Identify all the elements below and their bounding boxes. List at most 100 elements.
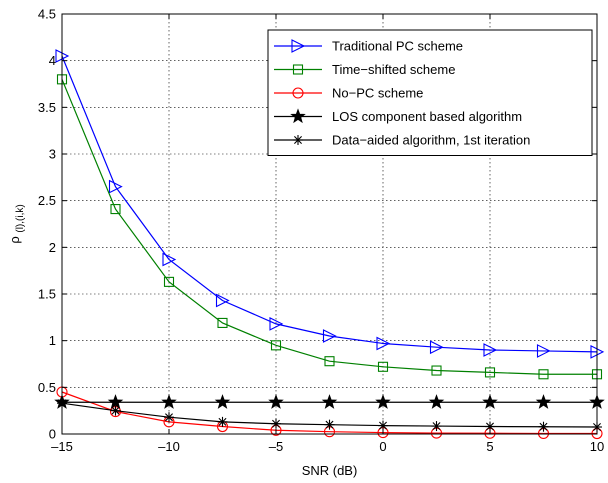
legend-label: No−PC scheme bbox=[332, 86, 423, 101]
y-tick-labels: 0 0.5 1 1.5 2 2.5 3 3.5 4 4.5 bbox=[38, 7, 56, 442]
data-point bbox=[164, 412, 174, 423]
x-tick-labels: –15 –10 –5 0 5 10 bbox=[51, 439, 604, 454]
data-point bbox=[536, 344, 551, 358]
legend-entry: LOS component based algorithm bbox=[274, 108, 522, 124]
data-point bbox=[538, 421, 549, 432]
data-point bbox=[484, 367, 496, 378]
y-tick-label: 2 bbox=[49, 240, 56, 255]
square-marker bbox=[292, 64, 304, 75]
data-point bbox=[271, 418, 281, 429]
y-tick-label: 0.5 bbox=[38, 380, 56, 395]
data-point bbox=[538, 369, 549, 380]
data-point bbox=[270, 340, 282, 351]
legend-entry: Traditional PC scheme bbox=[274, 39, 463, 54]
data-point bbox=[161, 394, 177, 409]
data-point bbox=[290, 108, 306, 124]
y-axis-label-main: ρ bbox=[7, 236, 22, 243]
asterisk-stroke bbox=[218, 417, 227, 426]
data-point bbox=[292, 87, 304, 99]
series-4 bbox=[54, 394, 605, 409]
star-marker bbox=[161, 394, 177, 409]
series-layer bbox=[54, 49, 605, 440]
data-point bbox=[217, 416, 228, 427]
star-marker bbox=[375, 394, 391, 409]
data-point bbox=[110, 405, 121, 416]
asterisk-stroke bbox=[165, 413, 173, 422]
data-point bbox=[293, 135, 303, 145]
asterisk-stroke bbox=[294, 136, 302, 144]
y-tick-label: 2.5 bbox=[38, 193, 56, 208]
data-point bbox=[428, 394, 445, 409]
legend-label: Traditional PC scheme bbox=[332, 39, 463, 54]
data-point bbox=[269, 316, 284, 331]
data-point bbox=[324, 419, 335, 430]
square-marker bbox=[110, 204, 121, 215]
data-point bbox=[483, 343, 498, 357]
star-marker bbox=[535, 394, 552, 409]
star-marker bbox=[268, 394, 284, 409]
asterisk-stroke bbox=[379, 421, 387, 430]
asterisk-stroke bbox=[539, 422, 548, 431]
star-marker bbox=[482, 394, 498, 409]
square-marker bbox=[270, 340, 282, 351]
y-axis-label-subscript: (l),(i,k) bbox=[15, 204, 26, 232]
series-line bbox=[61, 55, 598, 353]
data-point bbox=[215, 293, 230, 308]
triangle-marker bbox=[483, 343, 498, 357]
asterisk-stroke bbox=[111, 406, 120, 415]
data-point bbox=[162, 252, 177, 267]
square-marker bbox=[431, 365, 442, 376]
x-tick-label: –15 bbox=[51, 439, 73, 454]
y-tick-label: 1.5 bbox=[38, 287, 56, 302]
square-marker bbox=[377, 361, 389, 372]
legend-entry: No−PC scheme bbox=[274, 86, 423, 101]
data-point bbox=[321, 394, 338, 409]
legend-entry: Time−shifted scheme bbox=[274, 62, 455, 77]
square-marker bbox=[324, 356, 335, 367]
square-marker bbox=[163, 276, 175, 287]
triangle-marker bbox=[215, 293, 230, 308]
y-tick-label: 1 bbox=[49, 333, 56, 348]
data-point bbox=[217, 317, 228, 328]
legend-label: LOS component based algorithm bbox=[332, 109, 522, 124]
data-point bbox=[535, 394, 552, 409]
data-point bbox=[485, 421, 495, 432]
data-point bbox=[107, 394, 124, 409]
y-axis-label: ρ (l),(i,k) bbox=[7, 204, 26, 243]
data-point bbox=[431, 421, 442, 432]
y-tick-label: 0 bbox=[49, 427, 56, 442]
triangle-marker bbox=[376, 336, 391, 351]
x-tick-label: –10 bbox=[158, 439, 180, 454]
data-point bbox=[378, 420, 388, 431]
series-line bbox=[61, 391, 598, 435]
series-line bbox=[61, 79, 597, 375]
star-marker bbox=[214, 394, 231, 409]
data-point bbox=[268, 394, 284, 409]
square-marker bbox=[484, 367, 496, 378]
axis-ticks bbox=[61, 13, 598, 435]
data-point bbox=[375, 394, 391, 409]
triangle-marker bbox=[536, 344, 551, 358]
y-tick-label: 4.5 bbox=[38, 7, 56, 22]
data-point bbox=[431, 365, 442, 376]
asterisk-stroke bbox=[486, 422, 494, 431]
data-point bbox=[292, 64, 304, 75]
triangle-marker bbox=[108, 179, 123, 194]
y-tick-label: 3.5 bbox=[38, 100, 56, 115]
data-point bbox=[429, 340, 444, 355]
data-point bbox=[324, 356, 335, 367]
y-tick-label: 3 bbox=[49, 147, 56, 162]
data-point bbox=[108, 179, 123, 194]
x-tick-label: 10 bbox=[590, 439, 604, 454]
legend-label: Data−aided algorithm, 1st iteration bbox=[332, 133, 530, 148]
triangle-marker bbox=[429, 340, 444, 355]
x-tick-label: 5 bbox=[486, 439, 493, 454]
data-point bbox=[376, 336, 391, 351]
data-point bbox=[110, 204, 121, 215]
data-point bbox=[214, 394, 231, 409]
data-point bbox=[291, 39, 306, 53]
grid-lines bbox=[62, 14, 597, 434]
triangle-marker bbox=[291, 39, 306, 53]
legend-label: Time−shifted scheme bbox=[332, 62, 455, 77]
star-marker bbox=[428, 394, 445, 409]
